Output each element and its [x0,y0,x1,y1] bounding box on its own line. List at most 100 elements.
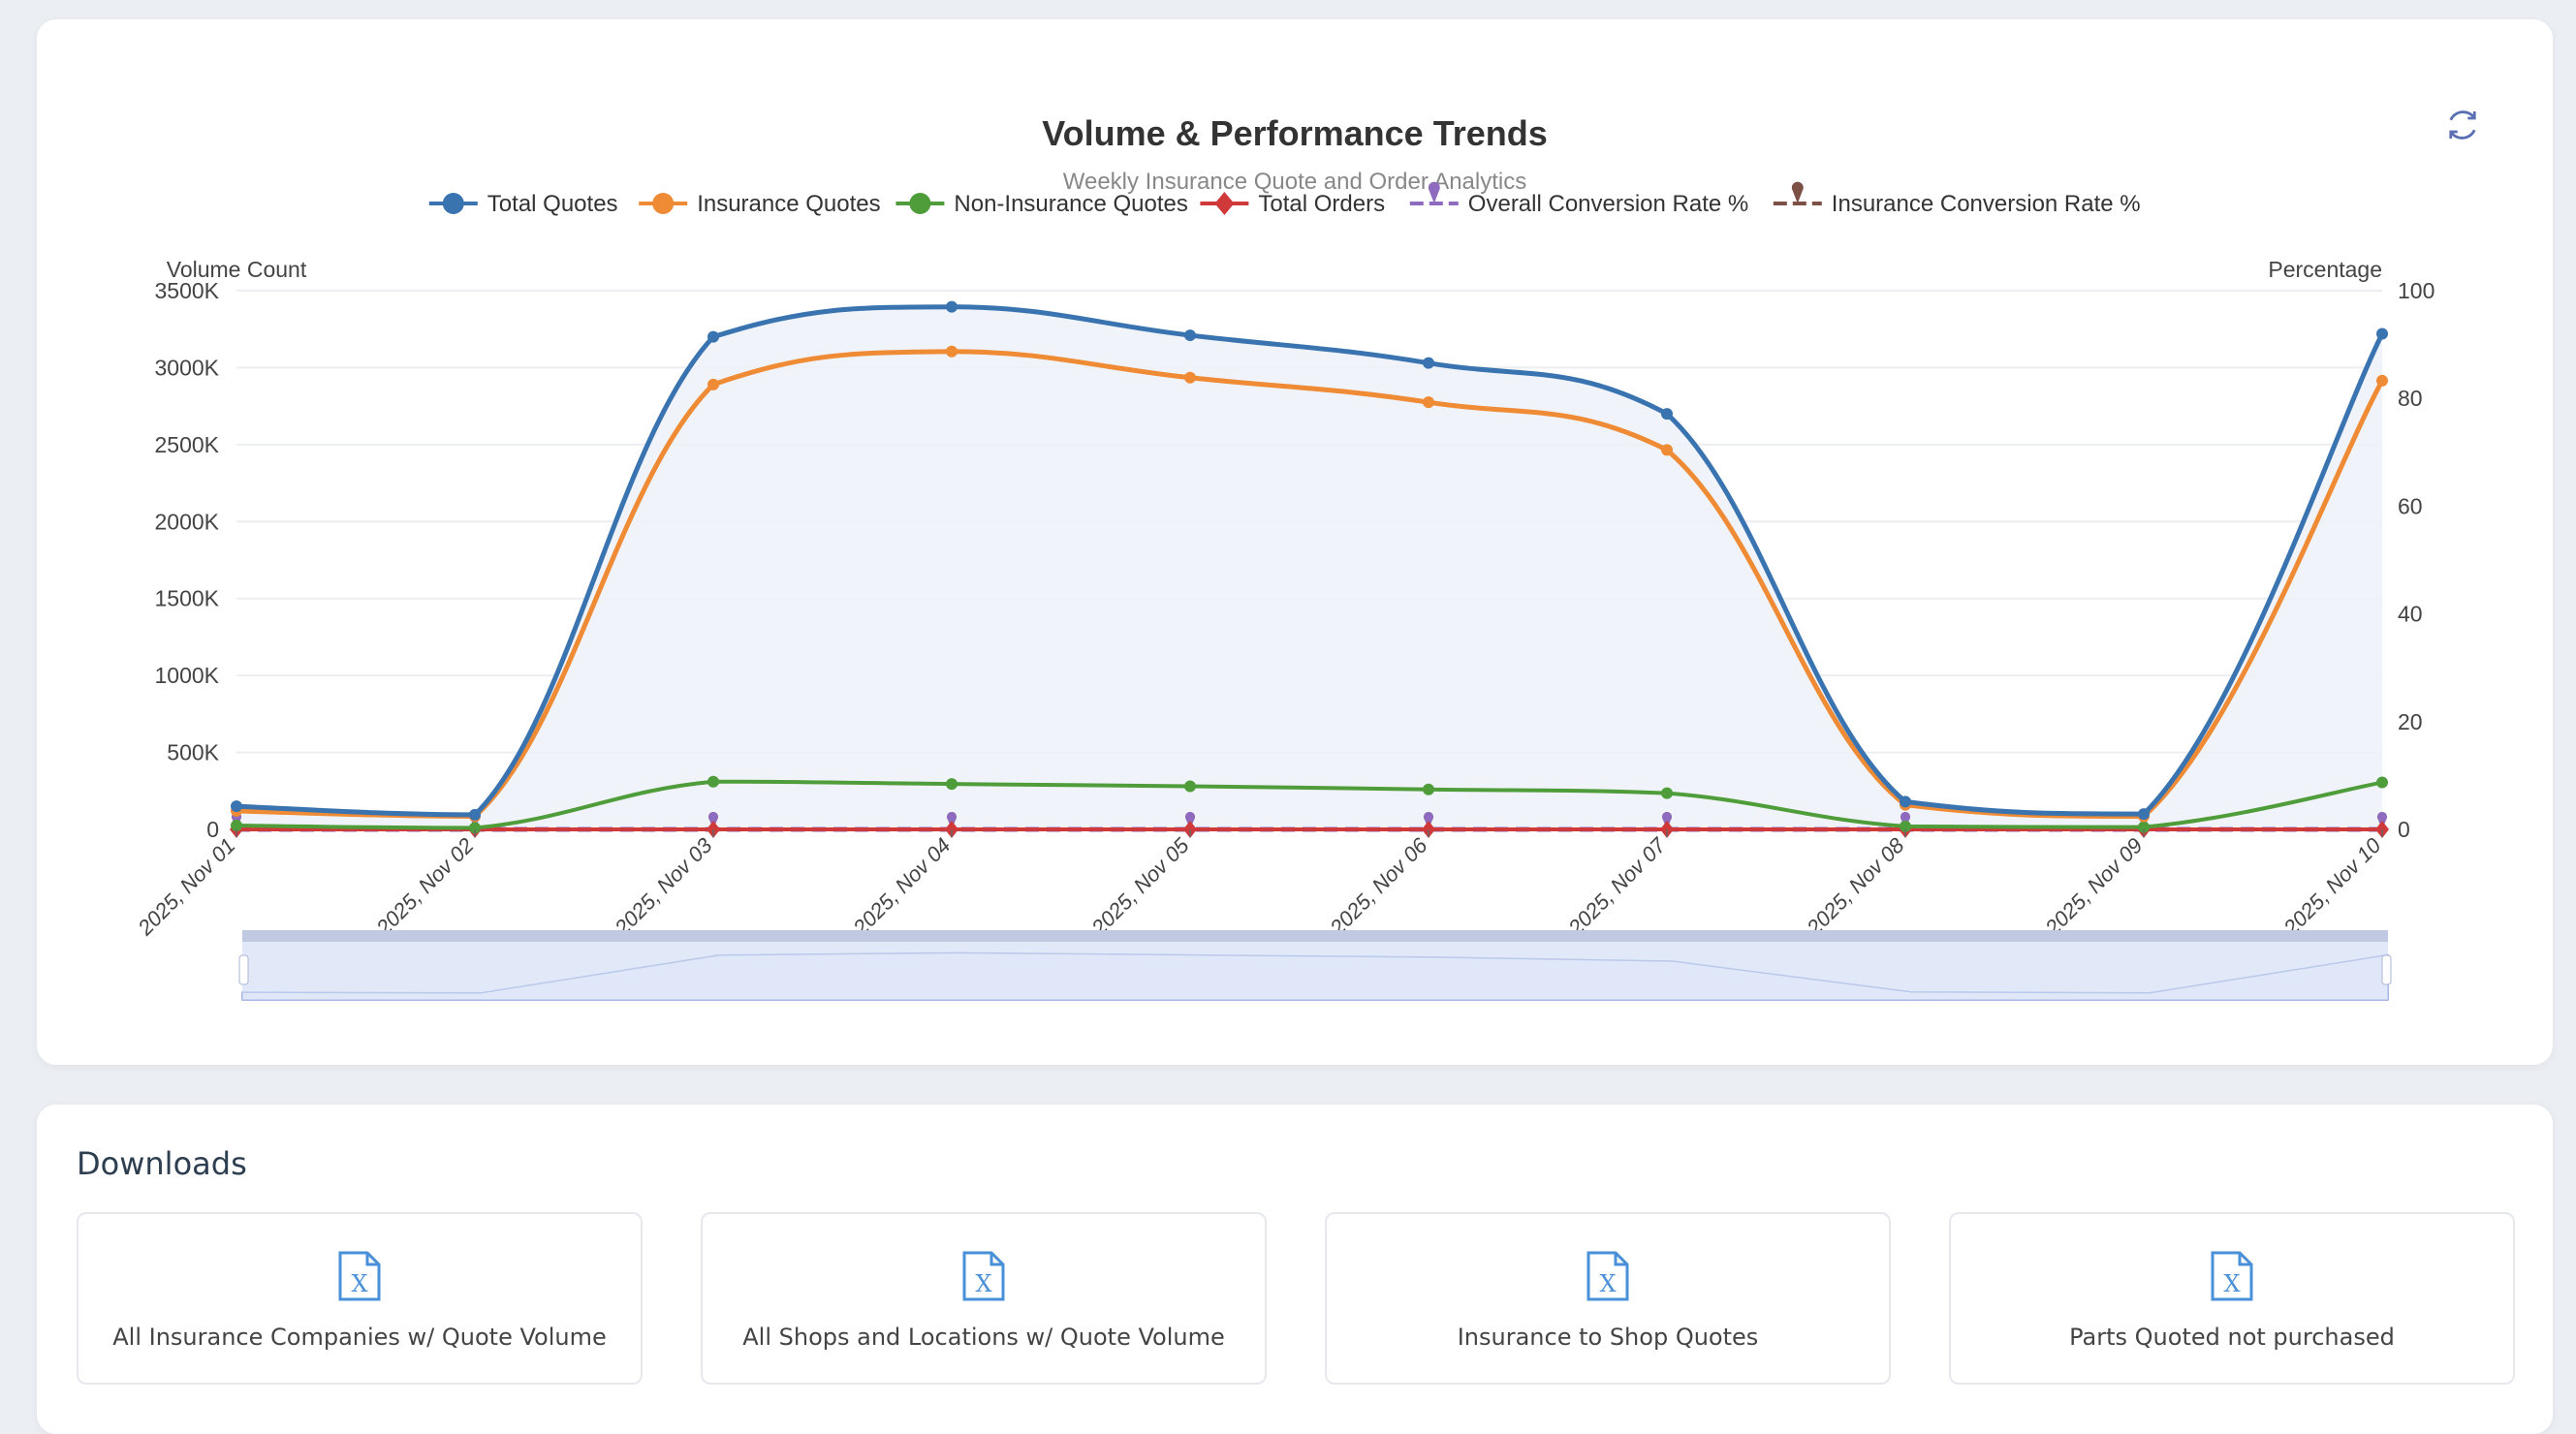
excel-file-icon: X [338,1251,381,1301]
data-point[interactable] [1184,329,1196,342]
zoom-right-handle[interactable] [2381,954,2392,985]
zoom-left-handle[interactable] [238,954,249,985]
data-point[interactable] [1184,780,1196,793]
y-tick-label: 1500K [154,586,219,611]
y-tick-label: 0 [206,817,219,842]
data-point[interactable] [231,820,242,832]
legend-label: Total Quotes [487,191,618,217]
x-tick-label: 2025, Nov 07 [1563,832,1671,940]
series-non-insurance-quotes [231,775,2388,834]
excel-file-icon: X [962,1251,1005,1301]
download-tile[interactable]: X Parts Quoted not purchased [1949,1212,2515,1385]
total-quotes-area [236,306,2382,829]
legend-item[interactable]: Insurance Conversion Rate % [1773,181,2141,217]
data-point[interactable] [1423,783,1434,795]
data-point[interactable] [1423,396,1434,409]
data-point[interactable] [1661,444,1673,456]
series-total-quotes [231,300,2388,821]
data-point[interactable] [231,800,242,813]
data-point[interactable] [1184,371,1196,384]
y-axis-label: Volume Count [167,257,307,282]
svg-text:X: X [2223,1270,2240,1297]
download-label: Insurance to Shop Quotes [1457,1324,1759,1351]
legend-item[interactable]: Overall Conversion Rate % [1409,181,1748,217]
legend-item[interactable]: Total Quotes [428,191,618,217]
x-tick-label: 2025, Nov 04 [848,833,956,941]
excel-file-icon: X [2211,1251,2253,1301]
y2-axis-label: Percentage [2268,257,2382,282]
legend-marker-icon [442,193,464,214]
data-point[interactable] [1661,408,1673,421]
y2-tick-label: 20 [2398,709,2423,734]
series-line [236,304,2385,818]
data-point[interactable] [707,775,719,788]
data-point[interactable] [2376,327,2388,340]
x-tick-label: 2025, Nov 08 [1802,832,1909,940]
x-tick-label: 2025, Nov 03 [610,832,717,940]
data-point[interactable] [2138,821,2150,833]
legend-marker-icon [652,193,675,214]
data-point[interactable] [707,330,719,343]
svg-text:X: X [1599,1270,1616,1297]
download-label: Parts Quoted not purchased [2069,1324,2395,1351]
excel-file-icon: X [1586,1251,1629,1301]
chart-subtitle: Weekly Insurance Quote and Order Analyti… [1063,169,1526,195]
data-point[interactable] [1900,795,1911,808]
y2-tick-label: 100 [2398,278,2435,303]
volume-performance-chart: Volume & Performance Trends Weekly Insur… [133,113,2435,1001]
data-point[interactable] [1424,812,1434,829]
legend-marker-icon [1214,192,1235,215]
data-point[interactable] [946,345,958,358]
series-line [236,779,2383,830]
download-tile[interactable]: X Insurance to Shop Quotes [1325,1212,1891,1385]
data-zoom-slider[interactable] [238,930,2392,1001]
zoom-move-handle[interactable] [242,930,2388,942]
downloads-title: Downloads [77,1145,247,1182]
data-point[interactable] [946,300,958,313]
legend-label: Insurance Quotes [697,191,880,217]
y-tick-label: 2500K [154,432,219,457]
x-tick-label: 2025, Nov 05 [1086,832,1194,940]
legend-marker-icon [909,193,931,214]
x-tick-label: 2025, Nov 02 [371,833,479,941]
chart-card: Volume & Performance Trends Weekly Insur… [37,19,2553,1065]
data-point[interactable] [469,822,481,834]
data-point[interactable] [946,778,958,791]
data-point[interactable] [2376,776,2388,789]
refresh-icon[interactable] [2442,105,2483,145]
legend-item[interactable]: Total Orders [1200,191,1385,217]
legend-label: Overall Conversion Rate % [1468,191,1748,217]
x-tick-label: 2025, Nov 10 [2278,832,2386,940]
y-tick-label: 2000K [154,509,219,534]
download-tile[interactable]: X All Insurance Companies w/ Quote Volume [77,1212,643,1385]
download-tile[interactable]: X All Shops and Locations w/ Quote Volume [701,1212,1267,1385]
svg-text:X: X [975,1270,991,1297]
legend-label: Non-Insurance Quotes [954,191,1187,217]
y2-tick-label: 0 [2398,817,2410,842]
y-tick-label: 3000K [154,355,219,380]
legend-marker-icon [1428,181,1440,203]
y2-tick-label: 80 [2398,386,2423,411]
y2-tick-label: 60 [2398,493,2423,518]
x-tick-label: 2025, Nov 01 [133,833,240,941]
legend-label: Total Orders [1258,191,1385,217]
legend-item[interactable]: Non-Insurance Quotes [895,191,1188,217]
data-point[interactable] [707,378,719,390]
download-label: All Insurance Companies w/ Quote Volume [112,1324,607,1351]
download-label: All Shops and Locations w/ Quote Volume [742,1324,1225,1351]
data-point[interactable] [1661,787,1673,799]
data-point[interactable] [2376,374,2388,387]
y-tick-label: 500K [167,740,219,765]
data-point[interactable] [469,808,481,821]
series-line [236,349,2385,819]
svg-text:X: X [351,1270,367,1297]
x-tick-label: 2025, Nov 06 [1325,832,1432,940]
y2-tick-label: 40 [2398,602,2423,627]
legend-marker-icon [1791,181,1804,203]
legend-item[interactable]: Insurance Quotes [639,191,881,217]
y-tick-label: 3500K [154,278,219,303]
legend-label: Insurance Conversion Rate % [1832,191,2141,217]
data-point[interactable] [1423,357,1434,369]
data-point[interactable] [2138,808,2150,821]
data-point[interactable] [1900,820,1911,832]
